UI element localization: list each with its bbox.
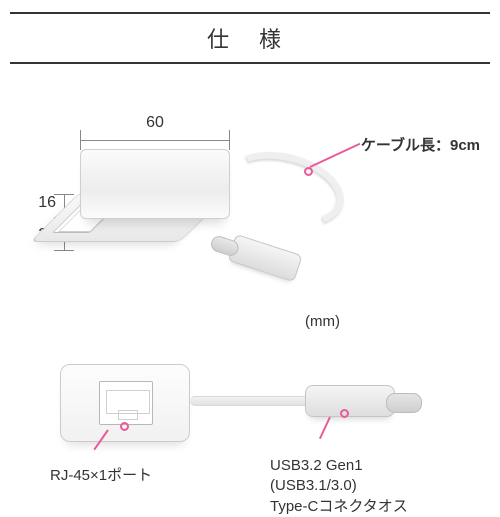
cable-length-label: ケーブル長：9cm <box>361 134 480 155</box>
dim-height-label: 16 <box>20 194 56 212</box>
dimension-diagram: 60 16 27 ケーブル長：9cm (mm) <box>20 94 480 324</box>
usbc-callout: USB3.2 Gen1 (USB3.1/3.0) Type-Cコネクタオス <box>270 456 408 517</box>
leader-line <box>310 143 361 168</box>
rj45-callout-text: RJ-45×1ポート <box>50 467 152 484</box>
cable-bottom <box>190 396 310 406</box>
section-title: 仕 様 <box>10 12 490 64</box>
usbc-callout-line2: (USB3.1/3.0) <box>270 477 357 494</box>
rj45-port-front-icon <box>99 381 153 425</box>
cable-length-text: ケーブル長：9cm <box>361 137 480 154</box>
rj45-callout: RJ-45×1ポート <box>50 466 152 486</box>
usbc-callout-line1: USB3.2 Gen1 <box>270 457 363 474</box>
unit-label: (mm) <box>305 313 340 330</box>
usbc-plug-top <box>227 234 302 282</box>
rj45-leader-endpoint-icon <box>120 422 129 431</box>
usbc-plug-bottom <box>305 385 395 417</box>
dim-width-label: 60 <box>80 114 230 132</box>
usbc-callout-line3: Type-Cコネクタオス <box>270 498 408 515</box>
port-diagram: RJ-45×1ポート USB3.2 Gen1 (USB3.1/3.0) Type… <box>20 354 480 504</box>
usbc-leader-line <box>319 417 331 440</box>
leader-endpoint-icon <box>304 167 313 176</box>
dim-line-width <box>80 140 230 141</box>
adapter-body <box>80 149 230 219</box>
title-text: 仕 様 <box>207 27 293 52</box>
usbc-leader-endpoint-icon <box>340 409 349 418</box>
usbc-tip-icon <box>209 234 241 258</box>
